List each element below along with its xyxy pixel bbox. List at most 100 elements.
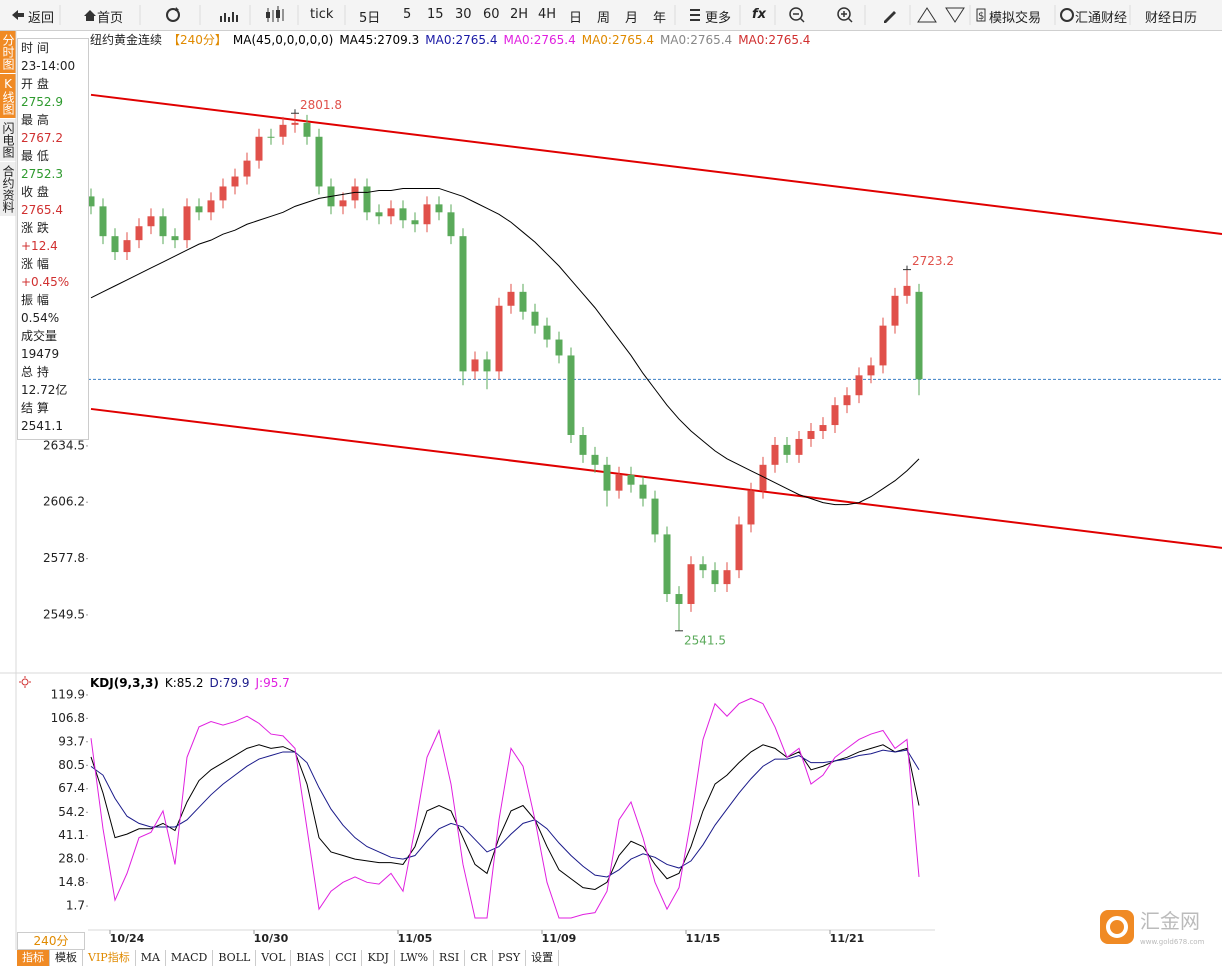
- kdj-legend: KDJ(9,3,3) K:85.2 D:79.9 J:95.7: [90, 676, 296, 690]
- kdj-plot: [90, 697, 920, 919]
- bottom-tab[interactable]: CCI: [330, 950, 363, 966]
- candle-body: [495, 305, 503, 372]
- info-value: 2541.1: [21, 419, 63, 433]
- candle-body: [243, 160, 251, 177]
- kdj-line: [90, 744, 920, 890]
- bottom-tab[interactable]: KDJ: [362, 950, 395, 966]
- candle-body: [351, 186, 359, 201]
- info-label: 成交量: [21, 329, 58, 343]
- candle-body: [711, 570, 719, 585]
- x-tick-label: 11/09: [542, 932, 577, 945]
- bottom-tab[interactable]: VIP指标: [83, 950, 136, 966]
- candle-body: [807, 431, 815, 439]
- candle-body: [531, 311, 539, 326]
- candle-body: [267, 136, 275, 138]
- candle-body: [219, 186, 227, 201]
- candle-body: [891, 295, 899, 326]
- side-tab[interactable]: 闪电图: [0, 119, 16, 162]
- candle-body: [99, 206, 107, 237]
- bottom-tab[interactable]: PSY: [493, 950, 527, 966]
- candle-body: [615, 474, 623, 491]
- side-tabs: 分时图 K线图 闪电图 合约资料: [0, 31, 16, 217]
- bottom-tab[interactable]: MA: [136, 950, 166, 966]
- period: 【240分】: [168, 33, 227, 47]
- bottom-tab[interactable]: CR: [465, 950, 493, 966]
- watermark-logo: 汇金网 www.gold678.com: [1100, 909, 1205, 946]
- toolbar-button[interactable]: 返回: [28, 11, 55, 26]
- candle-body: [435, 204, 443, 213]
- y-tick-label: 80.5: [58, 758, 85, 772]
- candle-body: [255, 136, 263, 161]
- candle-body: [519, 291, 527, 312]
- y-tick-label: 1.7: [66, 899, 85, 913]
- bottom-tab[interactable]: 模板: [50, 950, 83, 966]
- candle-body: [843, 395, 851, 406]
- kdj-icon: [19, 676, 31, 688]
- candle-body: [675, 594, 683, 604]
- info-value: 19479: [21, 347, 60, 361]
- x-tick-label: 10/30: [254, 932, 289, 945]
- candle-body: [567, 355, 575, 435]
- candle-body: [759, 464, 767, 491]
- candle-body: [303, 122, 311, 137]
- watermark: 汇金网 www.gold678.com: [1100, 908, 1222, 952]
- bottom-tabs: 指标 模板 VIP指标 MA MACD BOLL VOL BIAS CCI KDJ LW% RSI CR…: [17, 950, 560, 966]
- info-label: 开 盘: [21, 77, 49, 91]
- candle-body: [795, 438, 803, 455]
- legend-item: D:79.9: [209, 676, 250, 690]
- bottom-tab[interactable]: VOL: [256, 950, 292, 966]
- candle-body: [171, 236, 179, 241]
- candle-body: [447, 212, 455, 237]
- candle-body: [603, 464, 611, 491]
- candle-body: [207, 200, 215, 213]
- candle-body: [747, 490, 755, 525]
- low-label: 2541.5: [684, 633, 726, 647]
- candle-body: [639, 484, 647, 499]
- candle-body: [147, 216, 155, 227]
- watermark-name: 汇金网: [1140, 909, 1200, 933]
- high-label: 2723.2: [912, 254, 954, 268]
- bottom-tab[interactable]: MACD: [166, 950, 214, 966]
- y-tick-label: 14.8: [58, 875, 85, 889]
- y-tick-label: 106.8: [51, 711, 85, 725]
- side-tab[interactable]: 合约资料: [0, 162, 16, 217]
- legend-item: MA0:2765.4: [503, 33, 576, 47]
- info-label: 收 盘: [21, 185, 49, 199]
- candle-body: [819, 425, 827, 432]
- price-legend: 纽约黄金连续 【240分】 MA(45,0,0,0,0,0) MA45:2709.3 M…: [90, 31, 816, 48]
- chart-title: 纽约黄金连续: [90, 33, 163, 47]
- candle-body: [315, 136, 323, 187]
- candle-body: [291, 122, 299, 125]
- period-label[interactable]: 240分: [17, 932, 85, 950]
- candle-body: [723, 570, 731, 585]
- info-value: 2752.3: [21, 167, 63, 181]
- side-tab[interactable]: 分时图: [0, 31, 16, 74]
- info-value: 2767.2: [21, 131, 63, 145]
- bottom-tab[interactable]: BOLL: [213, 950, 257, 966]
- info-label: 时 间: [21, 41, 49, 55]
- bottom-tab[interactable]: LW%: [395, 950, 435, 966]
- candle-body: [627, 474, 635, 485]
- candle-body: [831, 405, 839, 426]
- candle-body: [483, 359, 491, 372]
- y-tick-label: 41.1: [58, 828, 85, 842]
- bottom-tab[interactable]: BIAS: [291, 950, 331, 966]
- candle-body: [579, 434, 587, 455]
- candle-body: [339, 200, 347, 207]
- bottom-tab[interactable]: 指标: [17, 950, 50, 966]
- info-value: +12.4: [21, 239, 58, 253]
- toolbar-button[interactable]: 财经日历: [1145, 11, 1198, 26]
- candle-body: [375, 212, 383, 217]
- candle-body: [195, 206, 203, 213]
- trend-line: [90, 407, 1222, 549]
- bottom-tab[interactable]: 设置: [526, 950, 560, 966]
- bottom-tab[interactable]: RSI: [434, 950, 466, 966]
- candle-body: [231, 176, 239, 187]
- watermark-url: www.gold678.com: [1140, 938, 1205, 946]
- candle-body: [279, 124, 287, 137]
- side-tab[interactable]: K线图: [0, 74, 16, 119]
- kdj-line: [90, 697, 920, 919]
- candle-body: [543, 325, 551, 340]
- y-tick-label: 67.4: [58, 781, 85, 795]
